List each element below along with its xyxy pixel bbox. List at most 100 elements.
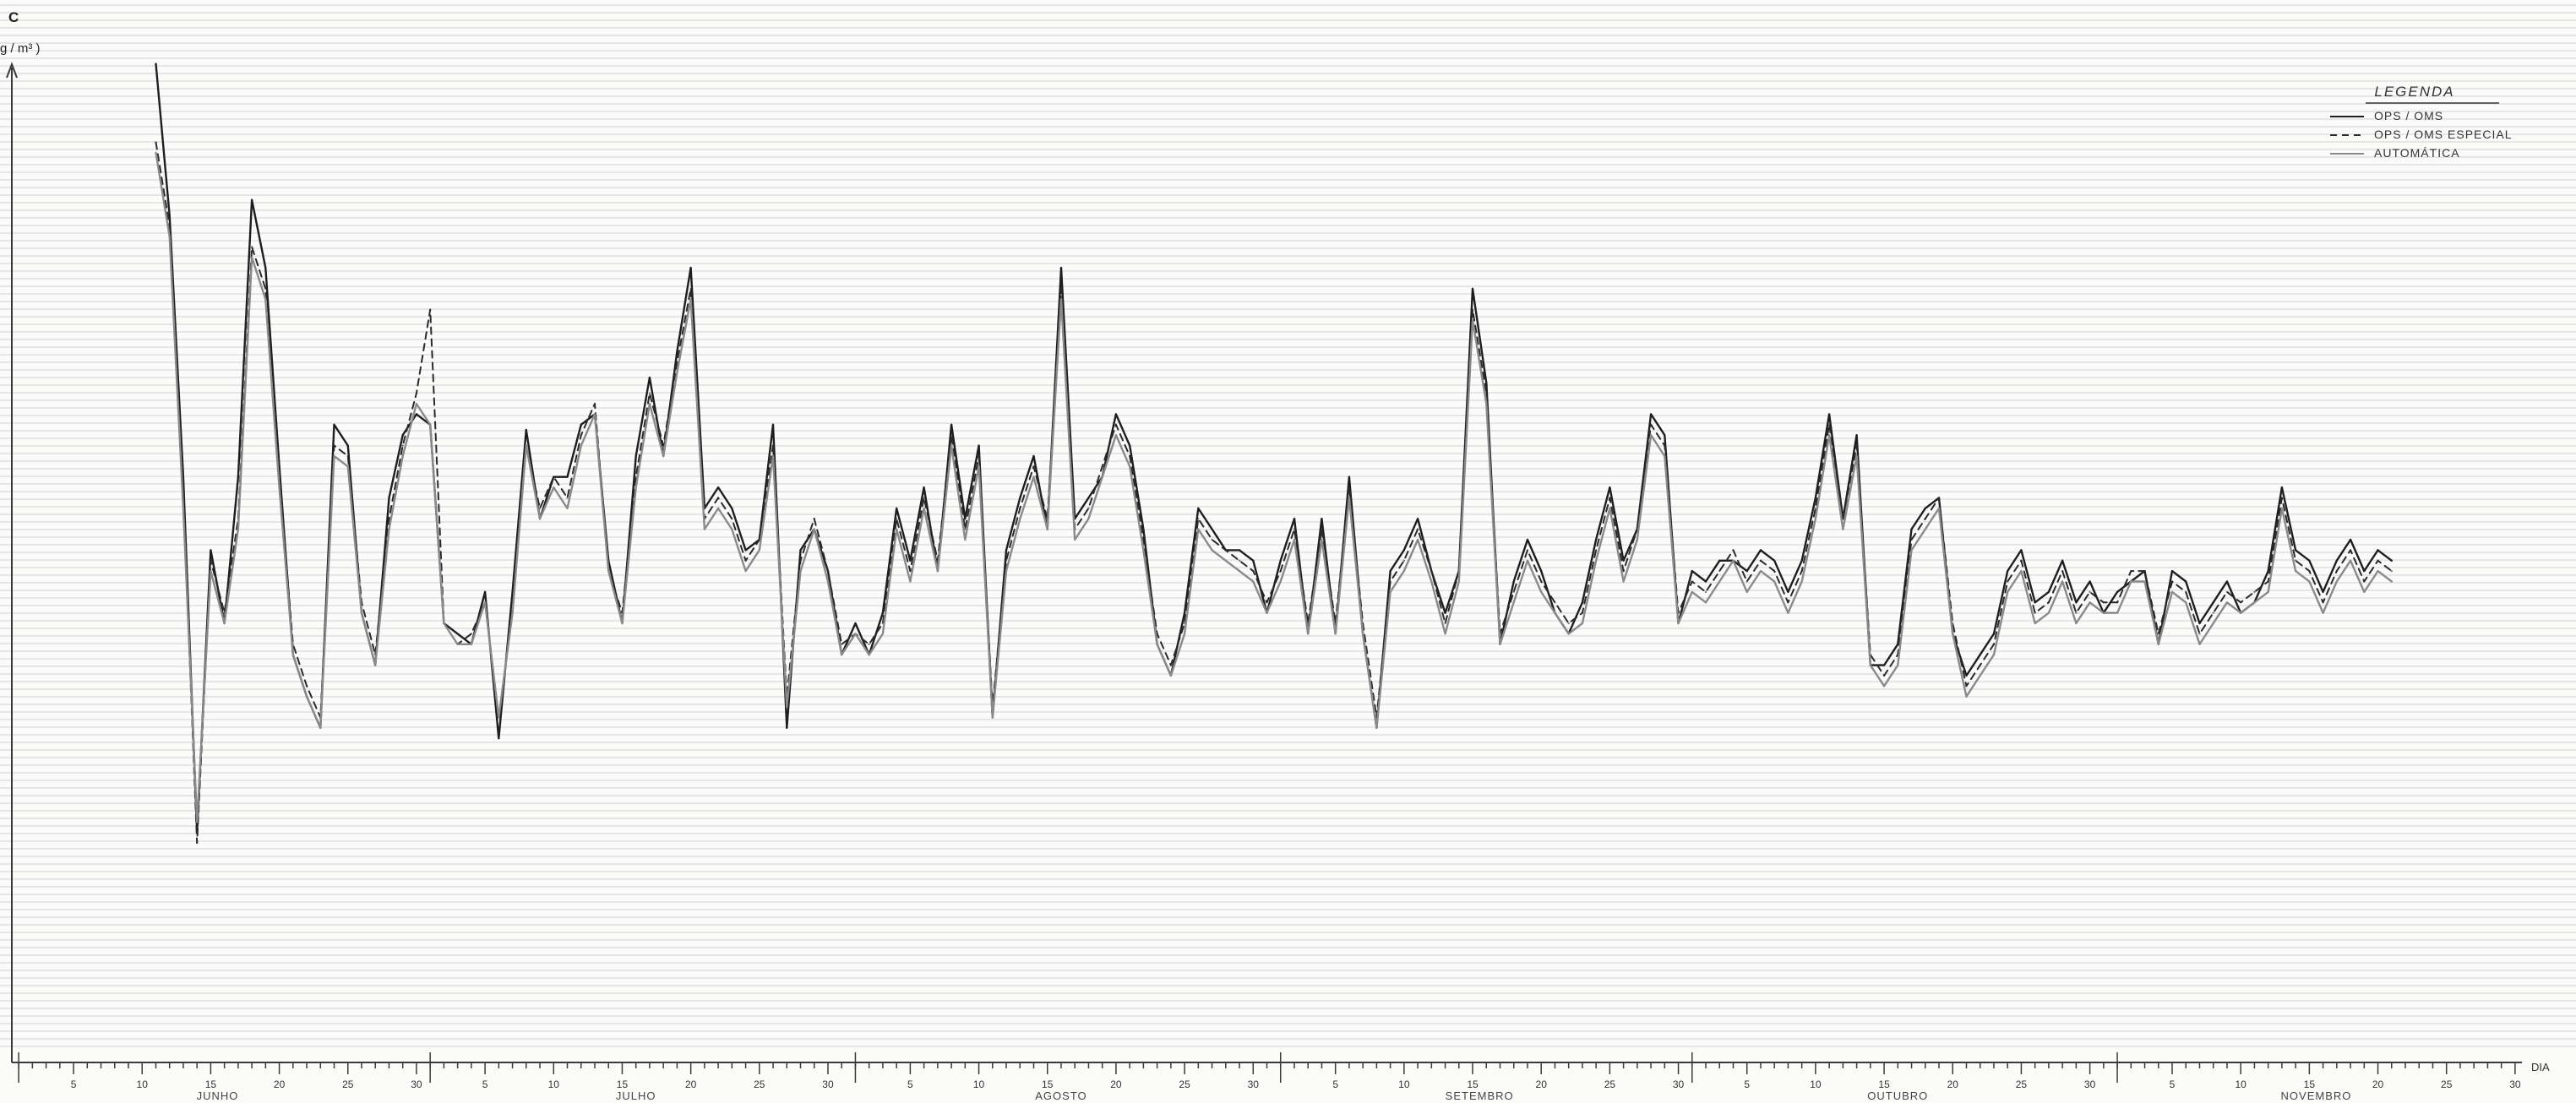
data-point (1307, 633, 1310, 635)
data-point (2116, 590, 2119, 594)
data-point (2006, 580, 2009, 583)
data-point (662, 454, 665, 458)
data-point (1897, 664, 1899, 666)
data-point (155, 62, 157, 65)
data-point (2020, 559, 2023, 562)
data-point (2061, 569, 2064, 573)
data-point (333, 444, 335, 447)
data-point (2089, 590, 2091, 594)
data-point (2089, 580, 2091, 583)
data-point (936, 569, 939, 573)
data-point (895, 518, 898, 520)
data-point (182, 507, 185, 510)
data-point (1293, 518, 1296, 520)
data-point (991, 716, 994, 719)
data-point (2185, 580, 2187, 583)
data-point (2020, 569, 2023, 573)
data-point (1882, 685, 1886, 687)
data-point (2294, 569, 2297, 573)
data-point (2377, 559, 2379, 562)
x-tick-label: 25 (1604, 1079, 1616, 1090)
data-point (2322, 601, 2324, 604)
data-point (1183, 633, 1186, 635)
series-group (155, 62, 2394, 834)
data-point (1032, 465, 1035, 468)
data-point (2225, 590, 2229, 594)
data-point (1704, 580, 1707, 583)
data-point (1101, 465, 1103, 468)
data-point (1114, 423, 1118, 427)
data-point (1471, 287, 1474, 291)
data-point (566, 497, 569, 499)
data-point (2322, 611, 2324, 614)
data-point (1321, 538, 1323, 541)
x-tick-label: 10 (548, 1079, 560, 1090)
data-point (854, 622, 857, 625)
data-point (1732, 549, 1735, 552)
x-tick-label: 25 (342, 1079, 354, 1090)
data-point (1416, 538, 1419, 541)
data-point (1512, 590, 1515, 594)
data-point (648, 392, 651, 394)
data-point (1855, 434, 1858, 437)
data-point (346, 465, 349, 468)
data-point (716, 507, 720, 510)
data-point (1005, 559, 1008, 562)
data-point (2363, 569, 2366, 573)
month-label: JUNHO (197, 1089, 239, 1102)
data-point (1910, 549, 1913, 552)
data-point (1526, 538, 1529, 541)
x-tick-label: 20 (2372, 1079, 2384, 1090)
data-point (799, 569, 802, 573)
data-point (1059, 287, 1063, 291)
data-point (1526, 559, 1529, 562)
data-point (854, 633, 857, 635)
data-point (607, 569, 610, 573)
data-point (1114, 413, 1118, 416)
data-point (428, 308, 432, 311)
data-point (771, 454, 775, 458)
data-point (470, 633, 473, 635)
data-point (1649, 434, 1653, 437)
data-point (2006, 569, 2009, 573)
data-point (2335, 580, 2339, 583)
data-point (1609, 507, 1611, 510)
y-axis-arrow (6, 62, 18, 79)
data-point (1485, 382, 1488, 384)
data-point (881, 611, 885, 614)
data-point (799, 549, 802, 552)
data-point (401, 454, 404, 458)
data-point (1745, 580, 1748, 583)
data-point (1539, 569, 1543, 573)
x-tick-label: 20 (1536, 1079, 1548, 1090)
data-point (168, 215, 171, 217)
month-label: NOVEMBRO (2281, 1089, 2352, 1102)
data-point (909, 580, 912, 583)
data-point (2308, 569, 2311, 573)
data-point (1512, 601, 1515, 604)
data-point (1979, 653, 1981, 656)
data-point (1732, 559, 1735, 562)
data-point (168, 235, 171, 238)
data-point (2239, 601, 2242, 604)
data-point (1882, 674, 1886, 677)
data-point (923, 507, 925, 510)
data-point (1279, 569, 1282, 573)
data-point (264, 266, 267, 269)
data-point (388, 528, 390, 530)
data-point (1019, 518, 1021, 520)
data-point (923, 486, 925, 489)
data-point (1992, 633, 1996, 635)
data-point (2212, 611, 2214, 614)
data-point (580, 444, 582, 447)
data-point (1032, 475, 1035, 478)
data-point (2212, 622, 2214, 625)
data-point (305, 685, 308, 687)
data-point (1581, 622, 1584, 625)
data-point (1457, 580, 1460, 583)
data-point (731, 528, 733, 530)
data-point (978, 444, 980, 447)
data-point (2116, 601, 2119, 604)
series-group (155, 141, 2393, 845)
data-point (1718, 569, 1721, 573)
